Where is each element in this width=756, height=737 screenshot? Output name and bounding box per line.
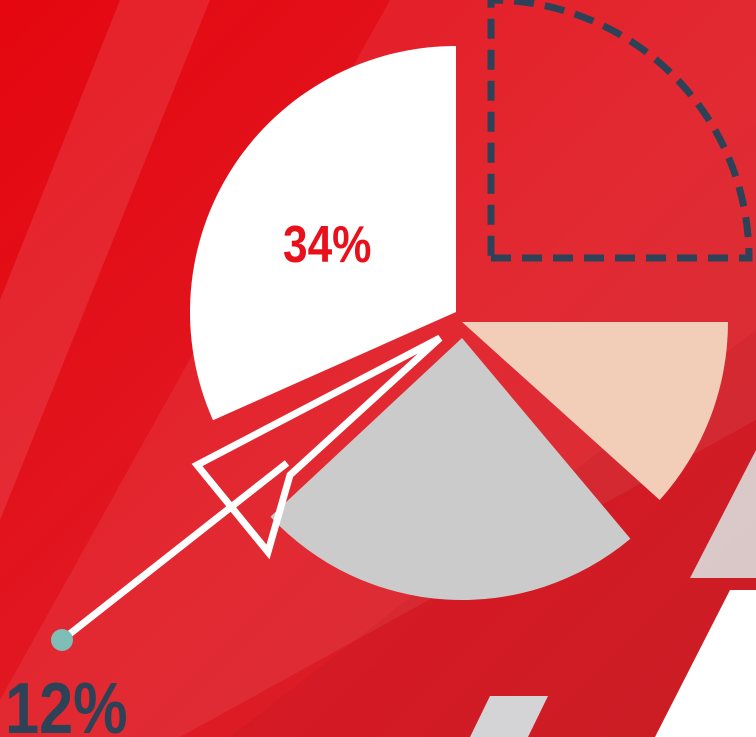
pie-slice-outline-white [191, 334, 443, 560]
pie-slice-peach [462, 322, 729, 500]
gray-slab [690, 450, 756, 578]
gray-bar-bottom [470, 696, 548, 737]
pie-slice-white [189, 46, 456, 421]
data-label-12: 12% [5, 669, 127, 737]
white-slab [655, 590, 756, 737]
pointer-dot [51, 629, 73, 651]
pointer-line [59, 460, 290, 643]
data-label-34: 34% [283, 216, 371, 274]
pie-slice-gray [270, 338, 631, 600]
background-stripe-1 [0, 0, 210, 520]
